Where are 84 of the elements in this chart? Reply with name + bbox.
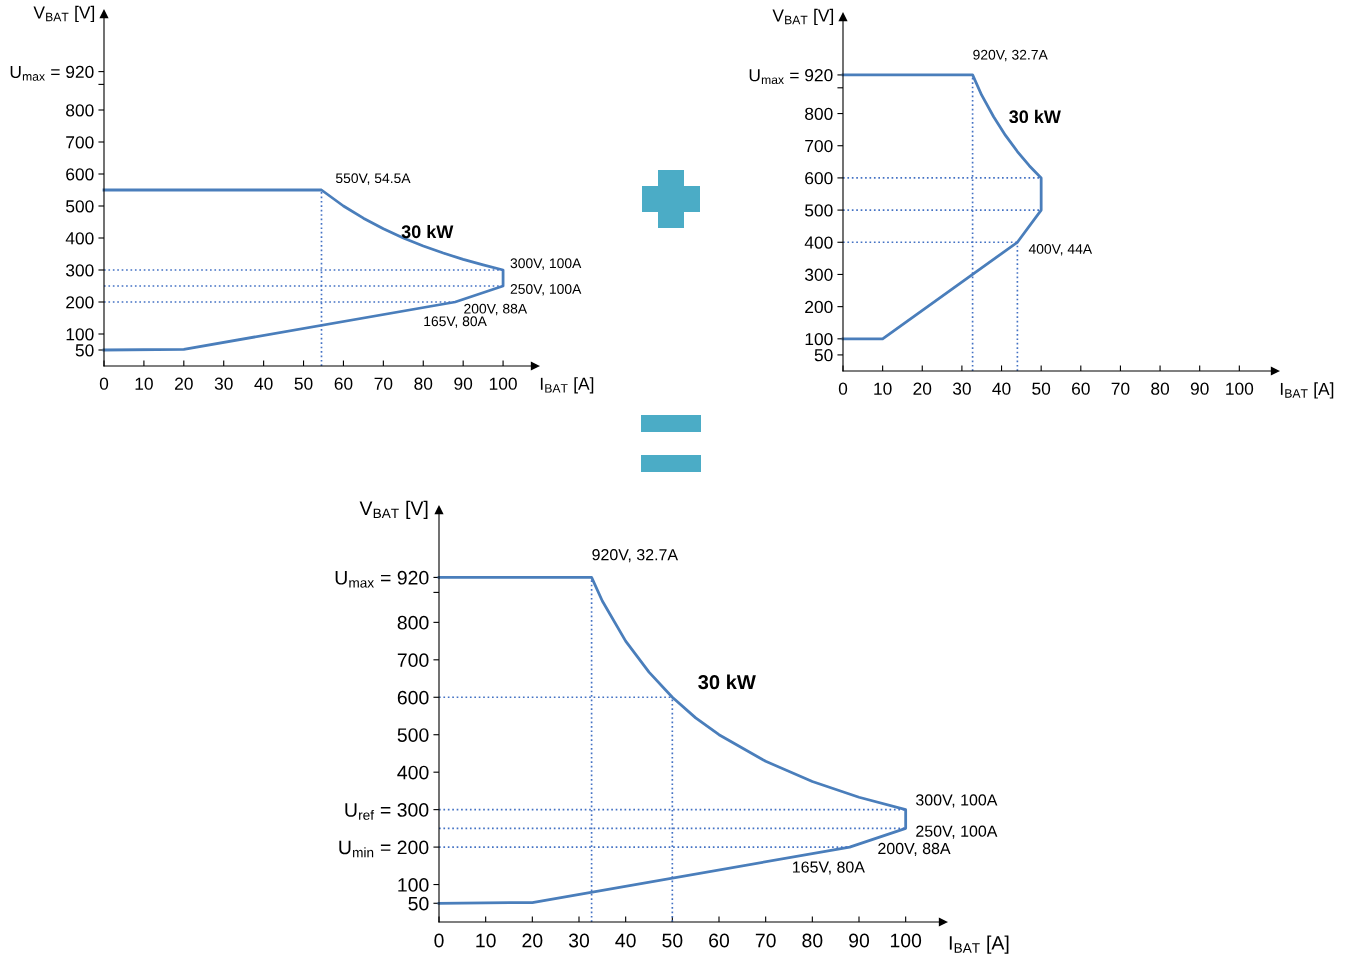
x-tick-label: 30: [568, 933, 590, 948]
y-tick-label: 200: [805, 300, 833, 314]
x-tick-label: 30: [952, 382, 971, 395]
x-tick-label: 40: [992, 382, 1011, 395]
annotation: 400V, 44A: [1028, 244, 1093, 256]
y-tick-label: 500: [805, 204, 833, 217]
y-axis-title: V$_{BAT}$ [V]: [33, 5, 95, 23]
x-tick-label: 10: [135, 377, 153, 390]
x-tick-label: 90: [849, 933, 870, 948]
x-tick-label: 0: [838, 382, 848, 395]
y-axis-title: V$_{BAT}$ [V]: [359, 500, 428, 519]
x-tick-label: 70: [755, 933, 776, 948]
annotation: 200V, 88A: [878, 842, 951, 857]
x-tick-label: 80: [1151, 382, 1170, 395]
x-tick-label: 0: [434, 933, 444, 948]
annotation: 300V, 100A: [916, 794, 998, 808]
annotation: 30 kW: [1009, 109, 1061, 124]
y-tick-label: 800: [805, 107, 833, 121]
y-tick-label: 100: [805, 332, 833, 346]
y-tick-label: 600: [397, 690, 429, 705]
y-tick-label: 700: [805, 139, 833, 153]
y-tick-label: U$_{min}$ = 200: [339, 840, 429, 858]
x-tick-label: 90: [1190, 382, 1209, 395]
y-tick-label: 800: [397, 615, 429, 630]
x-tick-label: 50: [1032, 382, 1051, 395]
x-tick-label: 10: [874, 382, 892, 395]
y-tick-label: 500: [397, 728, 429, 742]
y-tick-label: 100: [66, 328, 94, 341]
y-tick-label: 300: [65, 264, 94, 277]
y-tick-label: 400: [397, 765, 429, 780]
annotation: 550V, 54.5A: [335, 173, 411, 185]
y-tick-label: 400: [65, 232, 94, 245]
annotation: 30 kW: [401, 224, 454, 239]
x-tick-label: 60: [709, 933, 730, 948]
y-tick-label: 800: [66, 104, 94, 117]
x-tick-label: 40: [615, 933, 636, 948]
x-tick-label: 100: [1226, 382, 1254, 395]
y-tick-label: 300: [804, 268, 833, 281]
y-tick-label: U$_{max}$ = 920: [335, 570, 429, 588]
x-tick-label: 50: [662, 933, 683, 948]
x-tick-label: 100: [489, 377, 517, 390]
annotation: 165V, 80A: [424, 316, 487, 328]
annotation: 250V, 100A: [916, 825, 998, 839]
y-tick-label: U$_{max}$ = 920: [10, 65, 94, 81]
annotation: 165V, 80A: [793, 861, 865, 875]
y-tick-label: 50: [75, 344, 94, 357]
y-tick-label: 50: [814, 349, 833, 362]
x-tick-label: 80: [414, 377, 433, 390]
x-tick-label: 100: [890, 933, 922, 948]
x-axis-title: I$_{BAT}$ [A]: [540, 377, 594, 394]
annotation: 250V, 100A: [510, 284, 582, 296]
x-tick-label: 40: [254, 377, 273, 390]
annotation: 920V, 32.7A: [973, 49, 1048, 62]
y-tick-label: 500: [66, 200, 94, 213]
x-tick-label: 80: [802, 933, 823, 948]
y-tick-label: 700: [397, 653, 429, 668]
x-tick-label: 20: [522, 933, 543, 948]
y-tick-label: U$_{ref}$ = 300: [345, 803, 429, 820]
x-tick-label: 90: [454, 377, 473, 390]
y-tick-label: 200: [66, 296, 94, 309]
y-tick-label: 600: [66, 168, 94, 181]
x-tick-label: 60: [334, 377, 353, 390]
annotation: 200V, 88A: [464, 303, 528, 316]
y-tick-label: 600: [805, 172, 833, 185]
y-tick-label: 50: [408, 896, 429, 911]
x-axis-title: I$_{BAT}$ [A]: [1280, 382, 1334, 399]
annotation: 300V, 100A: [510, 258, 582, 270]
x-tick-label: 70: [374, 377, 393, 390]
y-tick-label: 100: [398, 878, 429, 892]
x-tick-label: 30: [214, 377, 233, 390]
y-tick-label: 400: [804, 236, 833, 249]
y-tick-label: U$_{max}$ = 920: [749, 69, 833, 85]
annotation: 920V, 32.7A: [592, 549, 679, 563]
x-tick-label: 0: [99, 377, 109, 390]
x-tick-label: 20: [175, 377, 193, 390]
x-tick-label: 50: [294, 377, 313, 390]
x-tick-label: 70: [1111, 382, 1130, 395]
y-axis-title: V$_{BAT}$ [V]: [772, 8, 834, 26]
x-tick-label: 20: [913, 382, 932, 395]
x-tick-label: 60: [1072, 382, 1090, 395]
x-axis-title: I$_{BAT}$ [A]: [949, 935, 1009, 954]
annotation: 30 kW: [698, 674, 756, 690]
y-tick-label: 700: [66, 136, 94, 149]
x-tick-label: 10: [476, 933, 496, 948]
